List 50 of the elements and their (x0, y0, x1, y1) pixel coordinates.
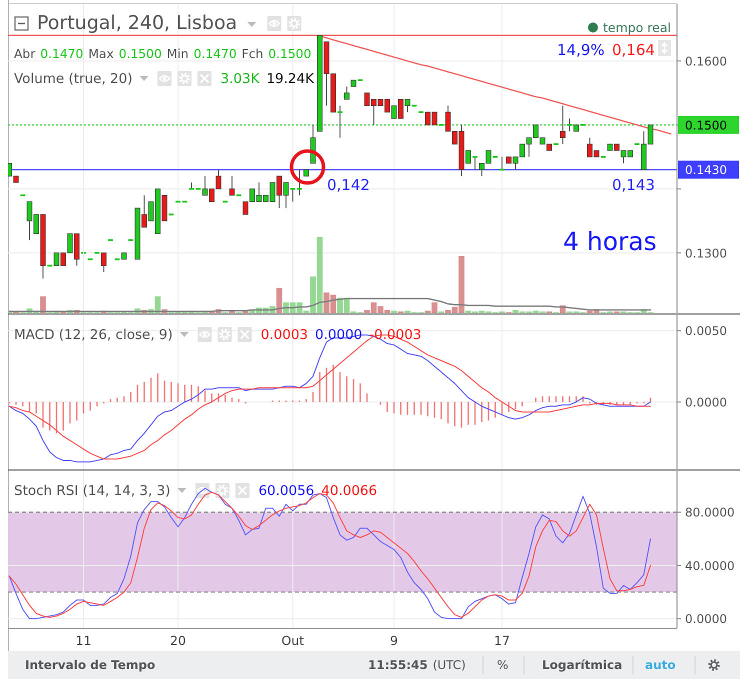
annotation: 0.1470 (194, 47, 237, 61)
annotation: 19.24K (266, 71, 316, 87)
annotation: 14,9% (557, 41, 605, 59)
text: MACD (12, 26, close, 9) (14, 327, 173, 343)
x-tick-label: 20 (170, 633, 186, 648)
annotation: 40.0066 (321, 483, 378, 499)
y-tick-label: 80.0000 (685, 506, 735, 520)
annotation: 3.03K (220, 71, 261, 87)
annotation: 0,143 (612, 176, 655, 194)
chart-title: Volume (true, 20) (14, 71, 133, 87)
annotation: Min (166, 47, 189, 61)
annotation: 60.0056 (258, 483, 314, 499)
chart-title: Portugal, 240, Lisboa (37, 12, 238, 34)
candlestick (344, 86, 350, 100)
text: Stoch RSI (14, 14, 3, 3) (14, 483, 170, 499)
annotation: 0,164 (612, 41, 655, 59)
annotation: 0.1500 (118, 47, 162, 61)
annotation: 4 horas (563, 227, 657, 256)
candlestick (338, 105, 342, 138)
y-tick-label: 40.0000 (685, 558, 735, 573)
text: Intervalo de Tempo (25, 658, 156, 672)
x-tick-label: Out (281, 633, 304, 648)
annotation: 0.1500 (268, 47, 312, 61)
y-tick-label: 0.0000 (685, 395, 727, 410)
text: auto (645, 658, 676, 672)
y-tick-label: 0.1600 (685, 54, 727, 68)
annotation: Fch (242, 47, 264, 61)
ref-line-label: 0.1430 (685, 163, 727, 178)
text: 11:55:45 (368, 658, 428, 672)
candlestick (297, 169, 302, 196)
y-tick-label: 0.0050 (685, 324, 727, 338)
y-tick-label: 0.0000 (685, 612, 727, 626)
candlestick (229, 176, 235, 196)
annotation: tempo real (602, 20, 671, 35)
x-tick-label: 9 (390, 633, 398, 648)
ref-line-label: 0.1500 (685, 118, 727, 132)
text: % (497, 658, 508, 672)
annotation: 0.0003 (260, 327, 308, 343)
x-tick-label: 17 (494, 633, 510, 648)
candlestick (560, 105, 566, 145)
annotation: 0,142 (327, 176, 370, 194)
annotation: Max (88, 47, 114, 61)
candlestick (101, 252, 106, 273)
x-tick-label: 11 (76, 633, 92, 648)
text: (UTC) (432, 658, 466, 672)
annotation: Abr (14, 47, 36, 61)
annotation: 0.1470 (40, 47, 84, 61)
bar (40, 296, 46, 313)
text: Logarítmica (542, 658, 622, 672)
y-tick-label: 0.1300 (685, 246, 727, 260)
